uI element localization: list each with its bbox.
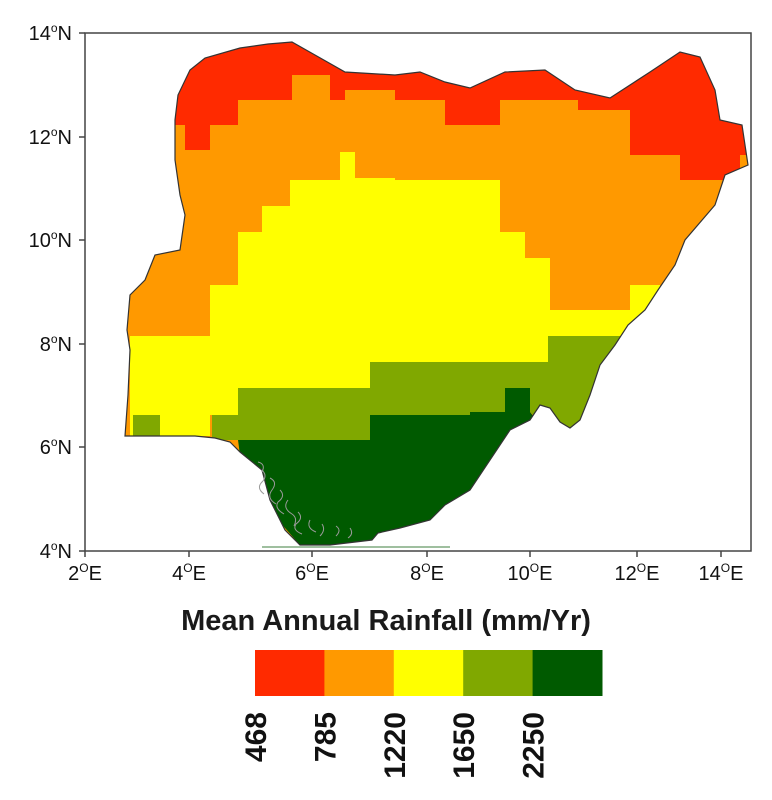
axis-ticks [79,32,722,557]
latitude-labels: 14oN 12oN 10oN 8oN 6oN 4oN [29,21,72,563]
rainfall-zone-2250 [238,388,545,545]
latitude-label: 8oN [40,332,72,356]
longitude-label: 6OE [295,561,329,585]
longitude-label: 4OE [172,561,206,585]
rainfall-zone-1220 [130,152,660,436]
delta-coastline [257,461,353,539]
latitude-label: 4oN [40,539,72,563]
legend-swatch [255,650,325,696]
legend-labels: 468 785 1220 1650 2250 [240,712,551,779]
legend-swatch [393,650,464,696]
legend-value-label: 1220 [379,712,412,779]
legend-swatch [324,650,395,696]
legend-title: Mean Annual Rainfall (mm/Yr) [181,605,591,637]
legend-value-label: 1650 [448,712,481,779]
legend-value-label: 2250 [518,712,551,779]
longitude-label: 12OE [615,561,660,585]
legend-colorbar [255,650,603,696]
latitude-label: 14oN [29,21,72,45]
legend-value-label: 468 [240,712,273,762]
latitude-label: 6oN [40,435,72,459]
latitude-label: 12oN [29,125,72,149]
latitude-label: 10oN [29,228,72,252]
rainfall-zone-1650 [133,336,630,440]
legend-swatch [463,650,534,696]
legend-swatch [532,650,603,696]
longitude-label: 10OE [508,561,553,585]
longitude-label: 8OE [410,561,444,585]
country-boundary [124,41,749,546]
legend-value-label: 785 [309,712,342,762]
longitude-label: 2OE [68,561,102,585]
longitude-labels: 2OE 4OE 6OE 8OE 10OE 12OE 14OE [68,561,743,585]
longitude-label: 14OE [699,561,744,585]
